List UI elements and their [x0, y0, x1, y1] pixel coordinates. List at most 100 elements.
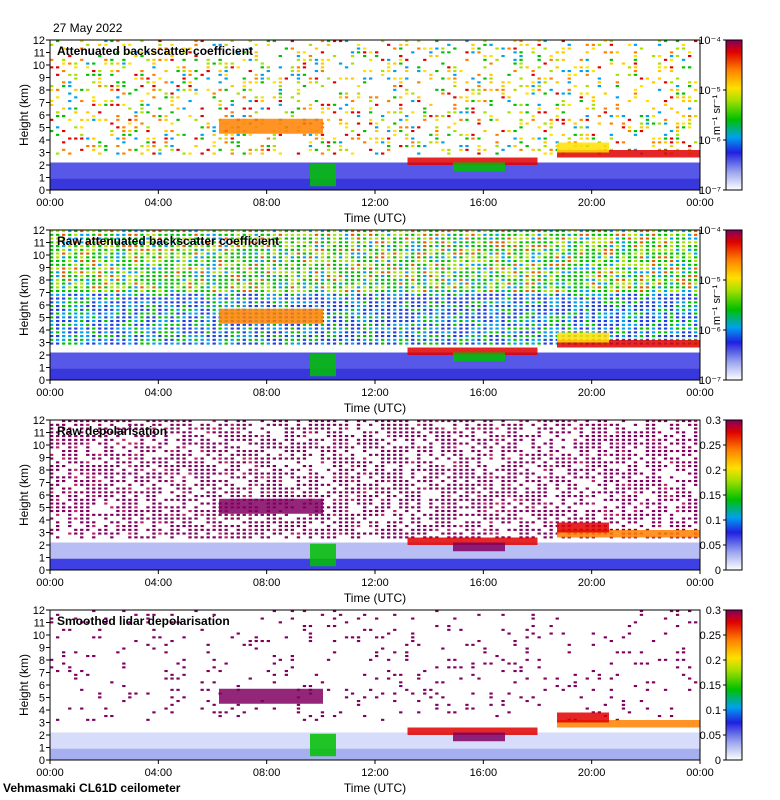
- panel-raw-backscatter: Raw attenuated backscatter coefficient01…: [17, 225, 743, 415]
- y-tick-label: 0: [39, 565, 45, 577]
- panel-backscatter: Attenuated backscatter coefficient012345…: [17, 35, 743, 225]
- y-tick-label: 9: [39, 263, 45, 275]
- y-tick-label: 7: [39, 478, 45, 490]
- y-tick-label: 0: [39, 755, 45, 767]
- panel-title: Attenuated backscatter coefficient: [57, 44, 253, 58]
- colorbar-tick-label: 0.1: [706, 705, 721, 717]
- colorbar-tick-label: 0.3: [706, 605, 721, 617]
- x-axis-label: Time (UTC): [344, 591, 406, 605]
- y-tick-label: 12: [33, 605, 45, 617]
- y-tick-label: 11: [34, 428, 45, 440]
- y-tick-label: 5: [39, 313, 45, 325]
- x-tick-label: 12:00: [361, 197, 389, 209]
- colorbar-tick-label: 10⁻⁶: [698, 325, 721, 337]
- colorbar-tick-label: 10⁻⁷: [699, 375, 721, 387]
- x-tick-label: 00:00: [686, 387, 714, 399]
- y-tick-label: 8: [39, 85, 45, 97]
- y-tick-label: 8: [39, 655, 45, 667]
- x-axis-label: Time (UTC): [344, 401, 406, 415]
- heatmap-area: [50, 420, 700, 570]
- heatmap-area: [50, 40, 700, 190]
- y-axis-label: Height (km): [17, 464, 31, 526]
- y-tick-label: 6: [39, 680, 45, 692]
- x-tick-label: 20:00: [578, 197, 606, 209]
- colorbar-tick-label: 0.05: [700, 540, 721, 552]
- x-tick-label: 04:00: [145, 577, 173, 589]
- y-tick-label: 8: [39, 275, 45, 287]
- y-tick-label: 4: [39, 135, 45, 147]
- x-tick-label: 16:00: [470, 577, 498, 589]
- x-tick-label: 04:00: [145, 197, 173, 209]
- x-tick-label: 04:00: [145, 767, 173, 779]
- panel-title: Raw depolarisation: [57, 424, 167, 438]
- colorbar: 0 0.05 0.1 0.15 0.2 0.25 0.3: [700, 605, 743, 767]
- y-tick-label: 2: [39, 160, 45, 172]
- y-tick-label: 6: [39, 490, 45, 502]
- colorbar-tick-label: 0.2: [706, 655, 721, 667]
- y-tick-label: 12: [33, 225, 45, 237]
- y-tick-label: 8: [39, 465, 45, 477]
- x-tick-label: 00:00: [36, 197, 64, 209]
- y-tick-label: 2: [39, 350, 45, 362]
- x-tick-label: 08:00: [253, 197, 281, 209]
- x-tick-label: 20:00: [578, 767, 606, 779]
- colorbar-tick-label: 0.1: [706, 515, 721, 527]
- colorbar-unit: m⁻¹ sr⁻¹: [711, 95, 723, 136]
- panel-title: Raw attenuated backscatter coefficient: [57, 234, 279, 248]
- x-tick-label: 00:00: [686, 577, 714, 589]
- y-tick-label: 9: [39, 73, 45, 85]
- x-tick-label: 16:00: [470, 767, 498, 779]
- colorbar: 10⁻⁷ 10⁻⁶ 10⁻⁵ 10⁻⁴ m⁻¹ sr⁻¹: [698, 35, 743, 197]
- x-tick-label: 20:00: [578, 387, 606, 399]
- x-tick-label: 04:00: [145, 387, 173, 399]
- y-tick-label: 4: [39, 325, 45, 337]
- y-tick-label: 9: [39, 453, 45, 465]
- colorbar-tick-label: 0.15: [700, 490, 721, 502]
- y-tick-label: 3: [39, 528, 45, 540]
- date-label: 27 May 2022: [53, 21, 123, 35]
- y-tick-label: 3: [39, 338, 45, 350]
- colorbar-gradient: [725, 39, 743, 191]
- colorbar-tick-label: 0.25: [700, 630, 721, 642]
- colorbar-tick-label: 0.25: [700, 440, 721, 452]
- colorbar-gradient: [725, 229, 743, 381]
- x-tick-label: 12:00: [361, 577, 389, 589]
- y-tick-label: 10: [33, 440, 45, 452]
- x-tick-label: 08:00: [253, 387, 281, 399]
- y-tick-label: 7: [39, 668, 45, 680]
- y-tick-label: 1: [39, 173, 45, 185]
- y-tick-label: 1: [39, 363, 45, 375]
- colorbar-tick-label: 10⁻⁴: [698, 225, 721, 237]
- colorbar-tick-label: 0.15: [700, 680, 721, 692]
- x-tick-label: 12:00: [361, 767, 389, 779]
- y-tick-label: 3: [39, 718, 45, 730]
- y-tick-label: 0: [39, 375, 45, 387]
- x-tick-label: 16:00: [470, 197, 498, 209]
- x-tick-label: 00:00: [36, 577, 64, 589]
- panels: Attenuated backscatter coefficient012345…: [17, 35, 743, 795]
- x-tick-label: 20:00: [578, 577, 606, 589]
- colorbar-unit: m⁻¹ sr⁻¹: [711, 285, 723, 326]
- y-axis-label: Height (km): [17, 84, 31, 146]
- x-tick-label: 00:00: [36, 387, 64, 399]
- y-tick-label: 5: [39, 503, 45, 515]
- y-tick-label: 9: [39, 643, 45, 655]
- colorbar: 10⁻⁷ 10⁻⁶ 10⁻⁵ 10⁻⁴ m⁻¹ sr⁻¹: [698, 225, 743, 387]
- footer-label: Vehmasmaki CL61D ceilometer: [3, 781, 181, 795]
- x-tick-label: 08:00: [253, 767, 281, 779]
- colorbar-tick-label: 0: [715, 755, 721, 767]
- y-tick-label: 1: [39, 553, 45, 565]
- colorbar-tick-label: 0.3: [706, 415, 721, 427]
- y-tick-label: 10: [33, 60, 45, 72]
- y-tick-label: 5: [39, 123, 45, 135]
- x-tick-label: 12:00: [361, 387, 389, 399]
- x-tick-label: 16:00: [470, 387, 498, 399]
- y-tick-label: 1: [39, 743, 45, 755]
- x-tick-label: 08:00: [253, 577, 281, 589]
- y-axis-label: Height (km): [17, 654, 31, 716]
- y-tick-label: 6: [39, 300, 45, 312]
- colorbar: 0 0.05 0.1 0.15 0.2 0.25 0.3: [700, 415, 743, 577]
- y-tick-label: 7: [39, 98, 45, 110]
- y-tick-label: 11: [34, 238, 45, 250]
